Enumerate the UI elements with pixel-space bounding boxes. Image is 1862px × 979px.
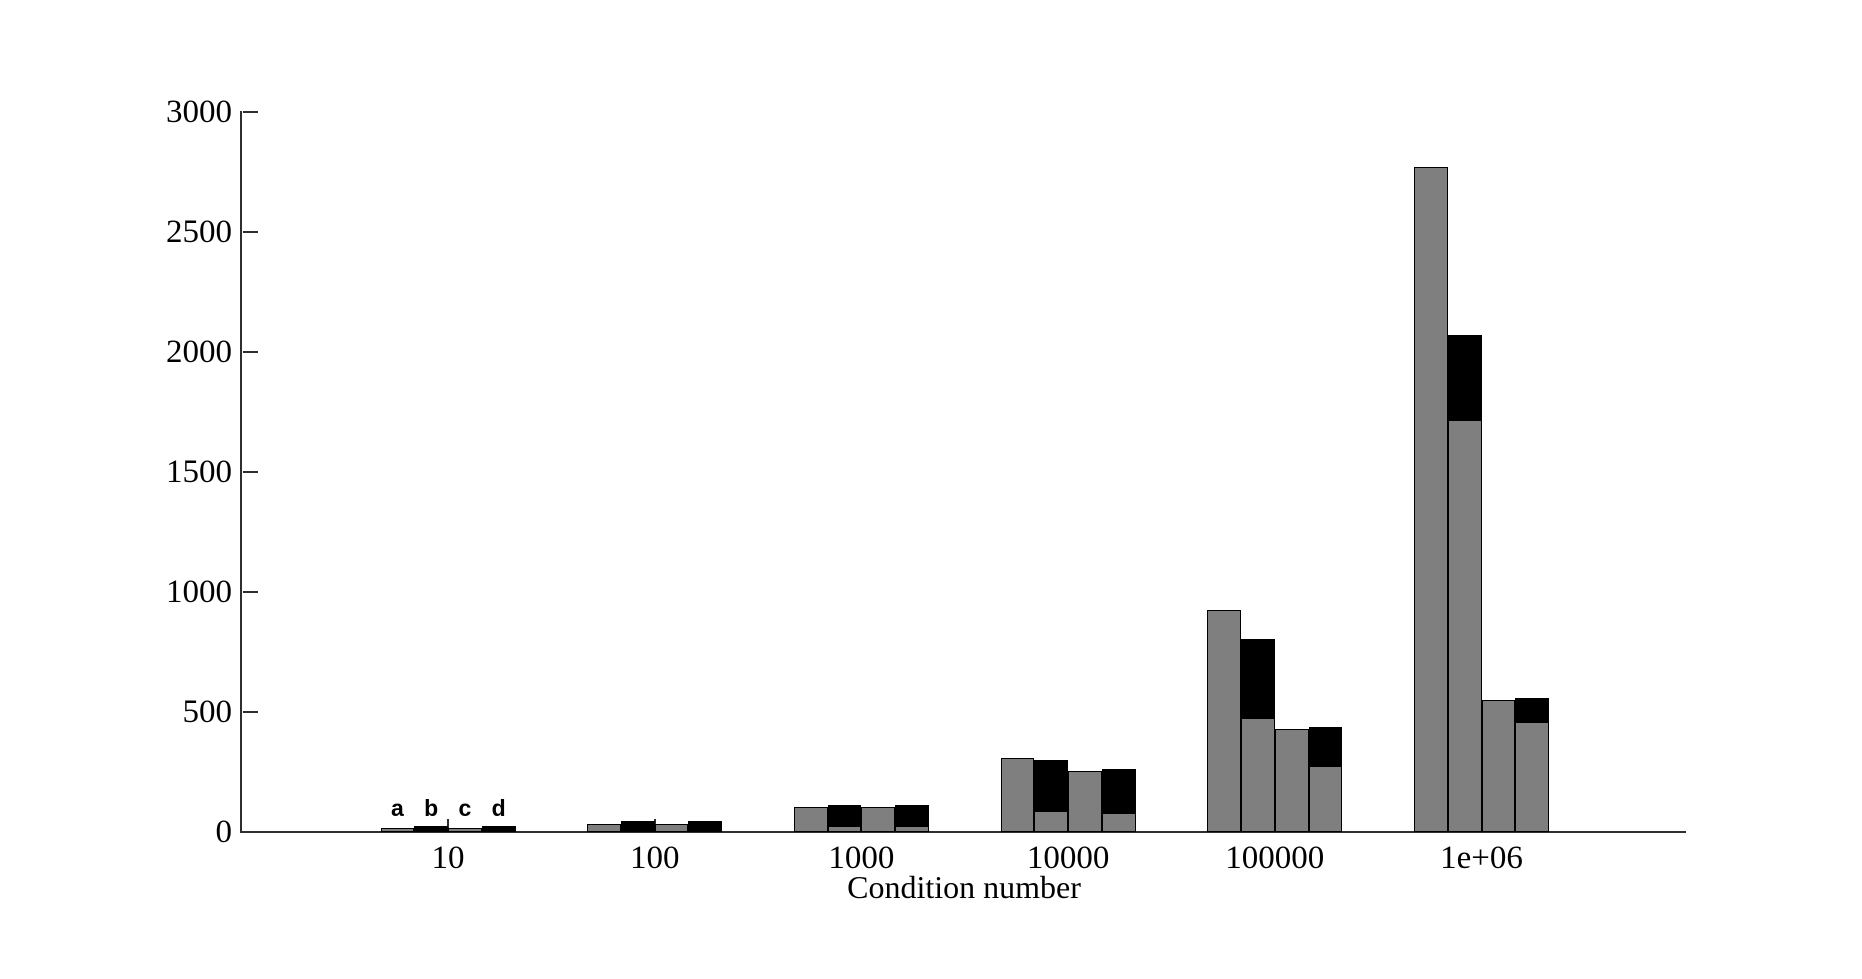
bar-segment-black-d — [481, 826, 516, 832]
bar-segment-gray-d — [895, 826, 929, 832]
bar-segment-black-d — [1515, 697, 1549, 722]
bar-segment-gray-a — [793, 807, 828, 832]
y-tick-label: 500 — [182, 694, 233, 730]
y-tick-mark — [243, 591, 258, 593]
bar-segment-gray-c — [654, 823, 689, 832]
bar-segment-gray-a — [1207, 610, 1242, 832]
y-tick-mark — [243, 471, 258, 473]
bar-segment-gray-b — [1447, 419, 1482, 832]
bar-segment-black-b — [414, 826, 448, 832]
bar-segment-gray-c — [861, 807, 896, 832]
bar-letter-b: b — [424, 795, 439, 821]
bar-segment-black-d — [1308, 727, 1343, 767]
y-tick-mark — [243, 831, 258, 833]
y-tick-label: 2500 — [166, 214, 232, 250]
y-tick-label: 1000 — [166, 574, 232, 610]
bar-segment-black-b — [1447, 335, 1482, 420]
bar-segment-gray-d — [1308, 766, 1343, 832]
bar-letter-a: a — [390, 795, 404, 821]
bar-letter-c: c — [458, 795, 472, 821]
bar-segment-gray-c — [448, 828, 482, 832]
x-tick-label: 100 — [629, 840, 680, 876]
y-tick-mark — [243, 351, 258, 353]
bar-segment-black-d — [1101, 768, 1136, 813]
bar-segment-black-b — [620, 821, 655, 832]
bar-segment-gray-a — [1414, 167, 1448, 832]
bar-segment-gray-c — [1274, 728, 1309, 832]
y-tick-label: 0 — [215, 814, 233, 850]
bar-segment-black-b — [827, 804, 862, 827]
x-tick-label: 10000 — [1026, 840, 1110, 876]
bar-segment-gray-d — [1101, 812, 1136, 832]
bar-segment-gray-a — [380, 828, 415, 832]
y-tick-mark — [243, 231, 258, 233]
y-tick-label: 3000 — [166, 94, 232, 130]
bar-segment-black-b — [1034, 760, 1069, 811]
bar-segment-gray-b — [827, 826, 862, 832]
bar-segment-gray-d — [1515, 721, 1549, 832]
x-tick-mark — [447, 819, 449, 832]
y-tick-mark — [243, 111, 258, 113]
bar-segment-gray-a — [587, 823, 621, 832]
y-tick-label: 1500 — [166, 454, 232, 490]
x-tick-label: 10 — [431, 840, 465, 876]
bar-segment-black-d — [688, 821, 723, 832]
bar-segment-gray-b — [1034, 810, 1069, 832]
bar-segment-black-b — [1241, 638, 1275, 719]
x-tick-label: 1e+06 — [1440, 840, 1523, 876]
bar-segment-gray-a — [1000, 757, 1035, 832]
y-tick-mark — [243, 711, 258, 713]
x-tick-label: 1000 — [828, 840, 895, 876]
y-tick-label: 2000 — [166, 334, 232, 370]
bar-segment-gray-c — [1068, 770, 1102, 832]
bar-segment-gray-b — [1241, 718, 1275, 832]
x-axis-title: Condition number — [847, 869, 1081, 905]
bar-segment-gray-c — [1481, 699, 1516, 832]
x-tick-label: 100000 — [1225, 840, 1325, 876]
x-axis-line — [240, 831, 1686, 833]
y-axis-line — [240, 111, 242, 833]
bar-letter-d: d — [491, 795, 506, 821]
bar-segment-black-d — [895, 804, 929, 827]
